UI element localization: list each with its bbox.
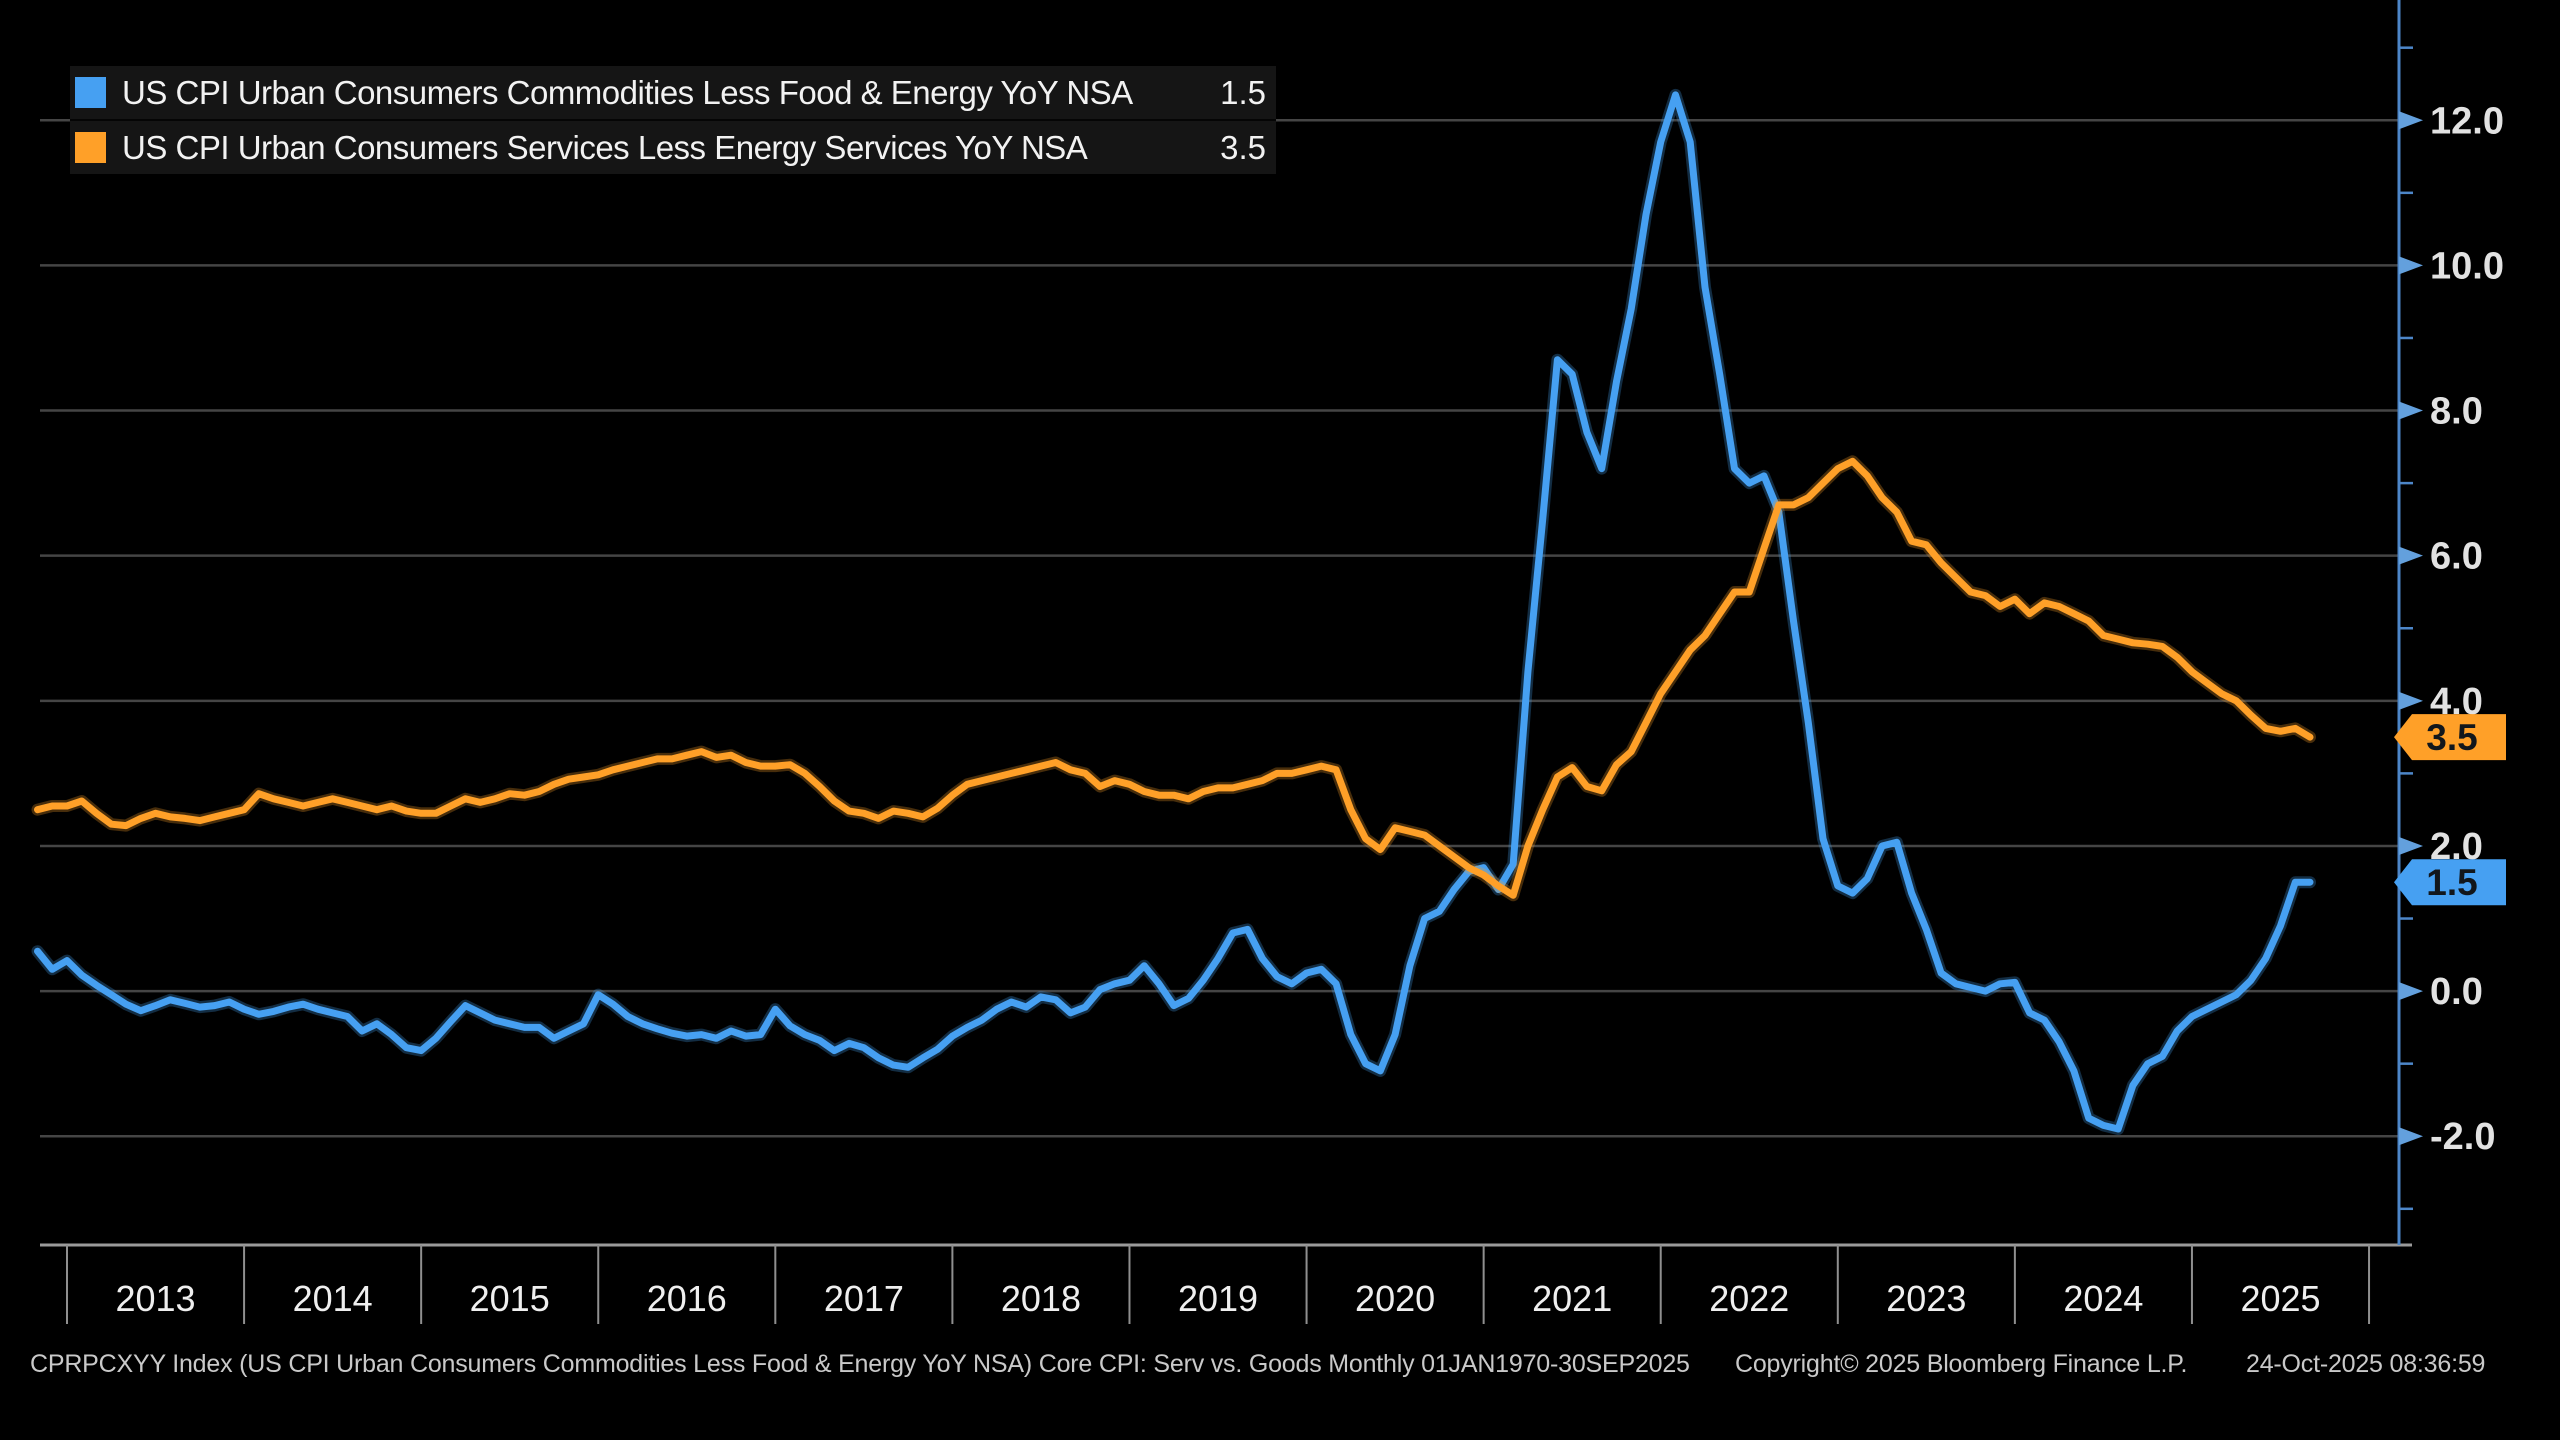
value-badge-3-5-label: 3.5 (2426, 717, 2477, 758)
legend-item-commodities[interactable]: US CPI Urban Consumers Commodities Less … (70, 66, 1276, 121)
y-axis-tick-label: 10.0 (2430, 245, 2504, 287)
legend-last-value: 1.5 (1220, 73, 1266, 111)
y-axis-tick-arrow-icon (2399, 256, 2423, 275)
y-axis-tick-arrow-icon (2399, 401, 2423, 420)
footer-security-description: CPRPCXYY Index (US CPI Urban Consumers C… (30, 1350, 1690, 1378)
legend-label: US CPI Urban Consumers Commodities Less … (122, 73, 1133, 111)
x-axis-layer: 2013 2014 2015 2016 2017 2018 2019 2020 2021 2022… (40, 1243, 2412, 1324)
series-layer (31, 88, 2316, 1135)
legend-item-services[interactable]: US CPI Urban Consumers Services Less Ene… (70, 121, 1276, 174)
x-axis-year-label: 2025 (2240, 1278, 2320, 1319)
x-axis-year-label: 2015 (470, 1278, 550, 1319)
y-axis-layer: 12.010.08.06.04.02.00.0-2.0 (2397, 0, 2504, 1245)
x-axis-year-label: 2016 (647, 1278, 727, 1319)
value-badge-1-5 (2394, 859, 2506, 906)
series-line-commodities[interactable] (34, 91, 2314, 1133)
value-badge-layer: 3.5 1.5 (2394, 714, 2506, 906)
y-axis-tick-label: 6.0 (2430, 536, 2483, 578)
gridlines-layer (40, 119, 2399, 1138)
y-axis-tick-label: 0.0 (2430, 971, 2483, 1013)
y-axis-tick-arrow-icon (2399, 1127, 2423, 1146)
y-axis-tick-label: -2.0 (2430, 1116, 2495, 1158)
x-axis-year-label: 2021 (1532, 1278, 1612, 1319)
x-axis-year-label: 2024 (2063, 1278, 2143, 1319)
legend: US CPI Urban Consumers Commodities Less … (70, 66, 1276, 174)
series-line-services[interactable] (34, 457, 2314, 899)
x-axis-year-label: 2017 (824, 1278, 904, 1319)
x-axis-year-label: 2013 (115, 1278, 195, 1319)
y-axis-tick-label: 8.0 (2430, 391, 2483, 433)
services-swatch-icon (75, 132, 106, 163)
commodities-swatch-icon (75, 77, 106, 108)
series-line-commodities-glow (31, 88, 2316, 1135)
x-axis-year-label: 2014 (293, 1278, 373, 1319)
y-axis-tick-label: 12.0 (2430, 100, 2504, 142)
y-axis-tick-arrow-icon (2399, 691, 2423, 710)
y-axis-tick-arrow-icon (2399, 836, 2423, 855)
x-axis-year-label: 2020 (1355, 1278, 1435, 1319)
legend-label: US CPI Urban Consumers Services Less Ene… (122, 128, 1088, 166)
value-badge-1-5-label: 1.5 (2426, 862, 2477, 903)
x-axis-year-label: 2023 (1886, 1278, 1966, 1319)
x-axis-year-label: 2019 (1178, 1278, 1258, 1319)
series-line-services-glow (31, 455, 2316, 902)
x-axis-year-label: 2018 (1001, 1278, 1081, 1319)
y-axis-tick-arrow-icon (2399, 982, 2423, 1001)
x-axis-year-label: 2022 (1709, 1278, 1789, 1319)
y-axis-tick-arrow-icon (2399, 111, 2423, 130)
footer-copyright: Copyright© 2025 Bloomberg Finance L.P. (1735, 1350, 2188, 1378)
y-axis-tick-arrow-icon (2399, 546, 2423, 565)
value-badge-3-5 (2394, 714, 2506, 761)
legend-last-value: 3.5 (1220, 128, 1266, 166)
footer-timestamp: 24-Oct-2025 08:36:59 (2246, 1350, 2486, 1378)
